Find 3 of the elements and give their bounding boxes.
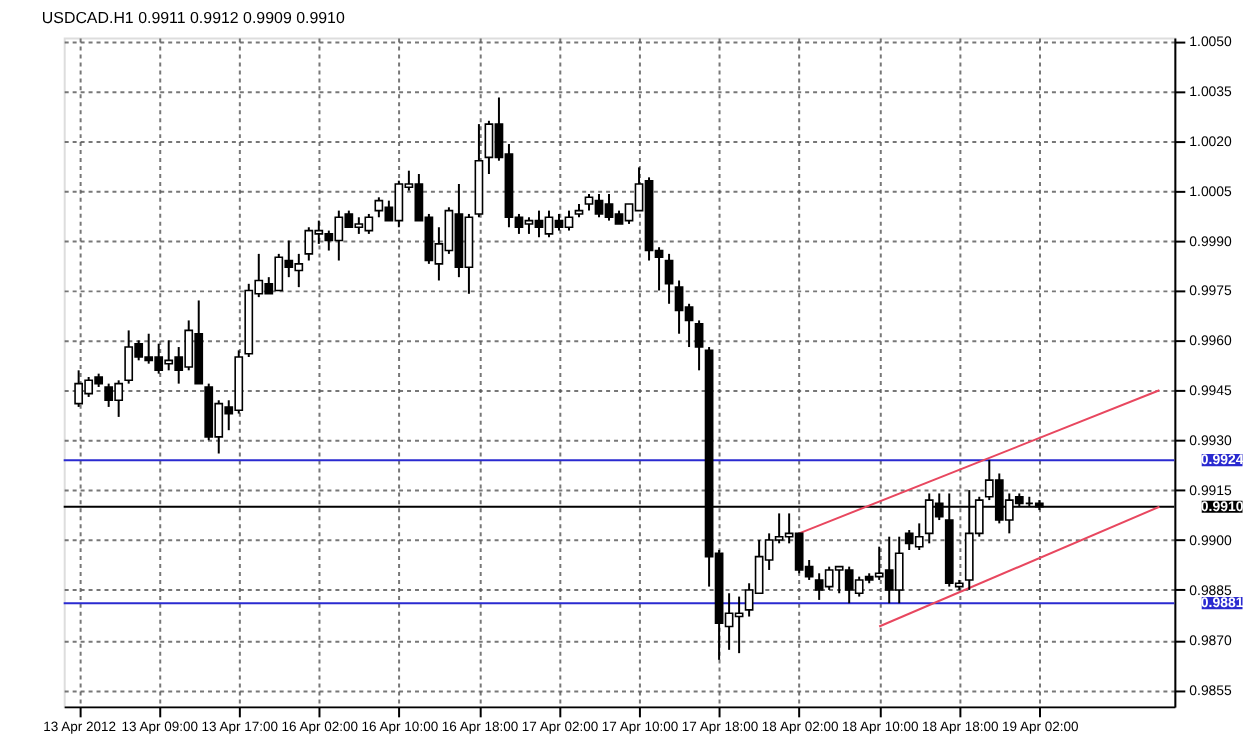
candlestick: [664, 252, 674, 305]
chart-title: USDCAD.H1 0.9911 0.9912 0.9909 0.9910: [41, 9, 346, 28]
candlestick: [694, 319, 704, 372]
